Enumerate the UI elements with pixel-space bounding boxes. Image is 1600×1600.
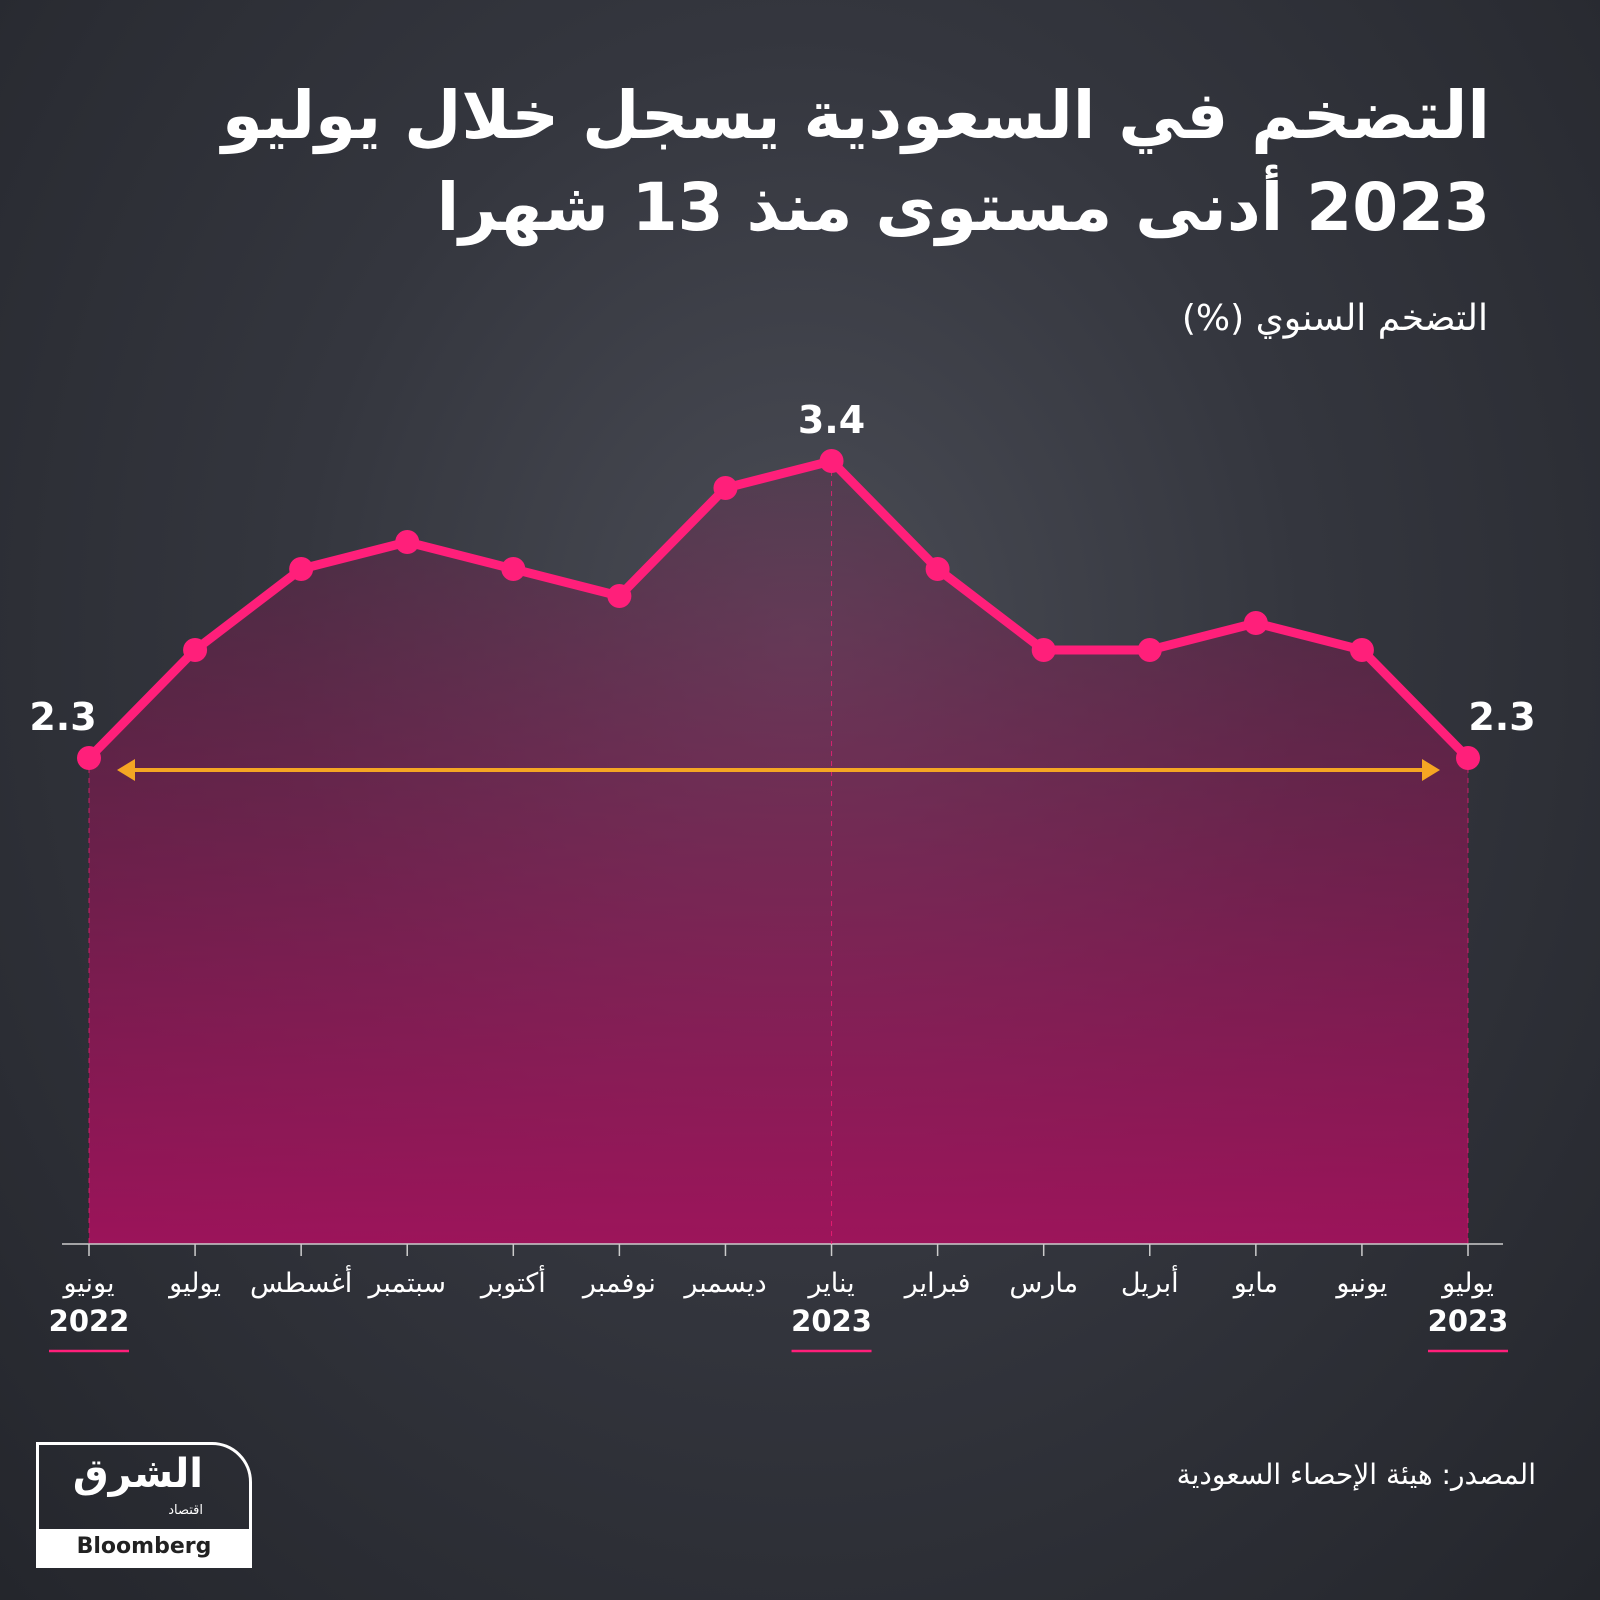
x-tick-year: 2023 bbox=[1428, 1304, 1509, 1338]
point bbox=[819, 449, 844, 473]
point bbox=[183, 638, 208, 662]
x-tick-year: 2022 bbox=[49, 1304, 130, 1338]
x-tick-label: ديسمبر bbox=[682, 1268, 766, 1299]
data-label: 3.4 bbox=[798, 398, 865, 442]
x-tick-label: مارس bbox=[1009, 1268, 1078, 1299]
x-tick-label: يونيو bbox=[61, 1268, 114, 1299]
point bbox=[1349, 638, 1374, 662]
x-tick-label: يونيو bbox=[1334, 1268, 1387, 1299]
point bbox=[77, 746, 101, 770]
point bbox=[713, 476, 738, 500]
x-tick-label: أكتوبر bbox=[479, 1264, 546, 1299]
x-tick-label: مايو bbox=[1232, 1268, 1278, 1299]
x-tick-label: فبراير bbox=[903, 1268, 971, 1299]
source: المصدر: هيئة الإحصاء السعودية bbox=[1176, 1458, 1536, 1491]
point bbox=[1137, 638, 1162, 662]
logo-partner: Bloomberg bbox=[39, 1529, 249, 1565]
logo-name: الشرق bbox=[72, 1451, 203, 1497]
chart-subtitle: التضخم السنوي (%) bbox=[1181, 298, 1488, 339]
data-label: 2.3 bbox=[1468, 695, 1535, 739]
line bbox=[85, 456, 1472, 762]
x-tick-label: يناير bbox=[806, 1268, 854, 1299]
x-tick-label: نوفمبر bbox=[581, 1268, 656, 1299]
x-tick-label: سبتمبر bbox=[366, 1268, 446, 1299]
point bbox=[1456, 746, 1480, 770]
point bbox=[289, 557, 314, 581]
x-tick-label: أغسطس bbox=[250, 1264, 352, 1299]
logo: الشرق اقتصاد مع Bloomberg bbox=[36, 1442, 252, 1568]
arrow-head bbox=[117, 759, 135, 781]
point bbox=[925, 557, 950, 581]
chart-title: التضخم في السعودية يسجل خلال يوليو 2023 … bbox=[221, 77, 1490, 246]
point bbox=[1243, 611, 1268, 635]
x-tick-year: 2023 bbox=[791, 1304, 872, 1338]
x-tick-label: يوليو bbox=[167, 1268, 221, 1299]
data-label: 2.3 bbox=[29, 695, 96, 739]
x-tick-label: أبريل bbox=[1121, 1264, 1179, 1299]
point bbox=[607, 584, 632, 608]
point bbox=[1031, 638, 1056, 662]
x-tick-label: يوليو bbox=[1440, 1268, 1494, 1299]
arrow-head bbox=[1422, 759, 1440, 781]
logo-tag: اقتصاد bbox=[168, 1503, 203, 1518]
area bbox=[89, 461, 1468, 1244]
point bbox=[501, 557, 526, 581]
point bbox=[395, 530, 420, 554]
